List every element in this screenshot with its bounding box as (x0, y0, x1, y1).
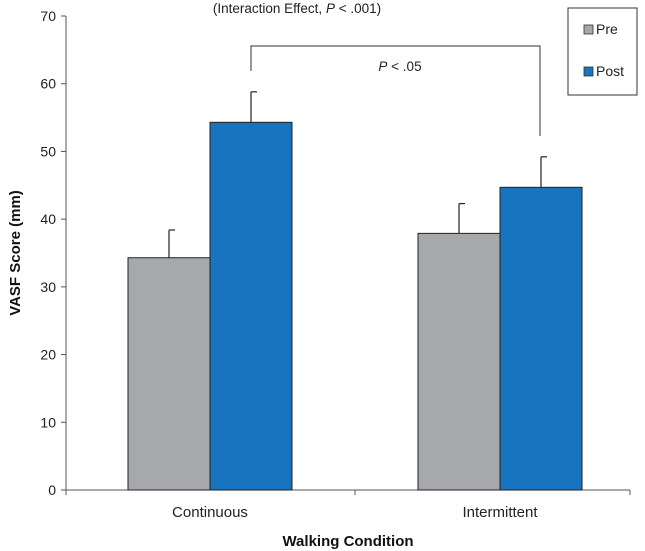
interaction-p: P (326, 1, 335, 16)
legend-label-pre: Pre (596, 21, 618, 37)
y-axis-title: VASF Score (mm) (7, 190, 24, 316)
legend-swatch-post (583, 66, 594, 77)
interaction-prefix: (Interaction Effect, (213, 1, 326, 16)
comparison-p: P (378, 59, 387, 74)
legend-box (567, 7, 638, 96)
category-label-intermittent: Intermittent (462, 504, 538, 521)
interaction-annotation: (Interaction Effect, P < .001) (213, 1, 381, 16)
comparison-bracket (250, 45, 541, 136)
y-tick-label: 70 (40, 8, 56, 24)
y-tick-label: 60 (40, 76, 56, 92)
y-tick-label: 0 (48, 482, 56, 498)
comparison-suffix: < .05 (387, 59, 421, 74)
interaction-suffix: < .001) (335, 1, 381, 16)
category-label-continuous: Continuous (172, 504, 248, 521)
bar-post-continuous (209, 121, 293, 491)
y-tick-label: 50 (40, 143, 56, 159)
y-tick-label: 10 (40, 414, 56, 430)
legend-swatch-pre (583, 24, 594, 35)
y-ticks: 0 10 20 30 40 50 60 70 (40, 8, 66, 498)
comparison-annotation: P < .05 (378, 59, 421, 74)
bar-post-intermittent (499, 186, 583, 491)
bars (127, 121, 583, 491)
y-tick-label: 40 (40, 211, 56, 227)
y-tick-label: 20 (40, 347, 56, 363)
bar-pre-intermittent (417, 232, 501, 491)
legend-label-post: Post (596, 63, 624, 79)
category-labels: Continuous Intermittent (65, 490, 631, 521)
x-axis-title: Walking Condition (282, 533, 413, 550)
bar-pre-continuous (127, 257, 211, 491)
legend: Pre Post (567, 7, 638, 96)
error-bars (168, 91, 547, 258)
y-tick-label: 30 (40, 279, 56, 295)
